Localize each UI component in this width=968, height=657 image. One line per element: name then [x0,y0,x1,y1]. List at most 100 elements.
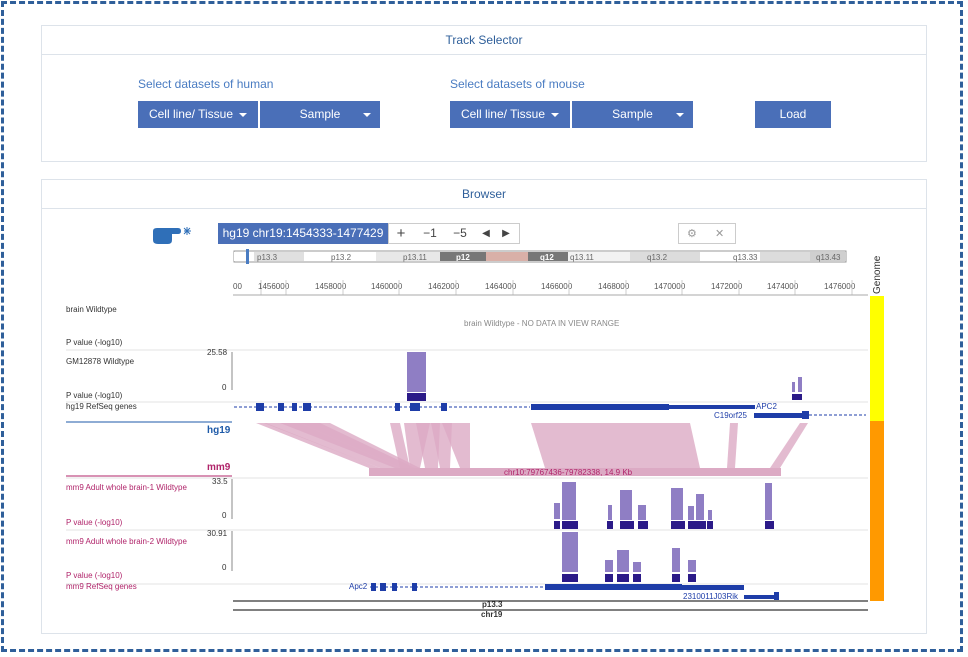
mm9-brain1-peak [608,505,612,520]
cytoband [568,252,630,261]
hg19-gene-exon [278,403,284,411]
zoom-in-button[interactable]: + [396,225,406,242]
browser-title: Browser [42,180,926,209]
zoom-out-1-button[interactable]: −1 [423,226,437,240]
hg19-gene-exon [256,403,264,411]
pvalue-label: P value (-log10) [66,391,123,400]
gene-2310011-body [744,595,778,599]
mm9-brain2-peak [617,550,629,572]
mm9-brain1-peak [562,482,576,520]
ruler-tick-label: 1456000 [258,282,290,291]
caret-down-icon [551,112,560,117]
no-data-label: brain Wildtype - NO DATA IN VIEW RANGE [464,319,620,328]
cytoband [700,252,760,261]
mouse-sample-dropdown[interactable]: Sample [572,101,693,128]
cytoband [254,252,304,261]
mm9-brain1-peak [688,506,694,520]
hg19-refseq-label: hg19 RefSeq genes [66,402,137,411]
ruler-tick-label: 1474000 [767,282,799,291]
cytoband-label: p13.3 [257,253,278,262]
mm9-brain2-label: mm9 Adult whole brain-2 Wildtype [66,537,187,546]
mm9-brain1-peak-base [707,521,713,529]
mm9-refseq-label: mm9 RefSeq genes [66,582,137,591]
mm9-brain1-peak-base [638,521,648,529]
mm9-gene-exon [371,583,376,591]
hg19-gene-exon [441,403,447,411]
mm9-b1-max-label: 33.5 [212,477,228,486]
mouse-datasets-label: Select datasets of mouse [450,77,585,91]
hg19-gene-exon [395,403,400,411]
mm9-brain2-peak-base [633,574,641,582]
mm9-brain1-peak-base [620,521,634,529]
close-icon[interactable]: ✕ [715,228,725,240]
mm9-gene-exon [380,583,386,591]
cytoband [528,252,568,261]
pvalue-label: P value (-log10) [66,571,123,580]
load-button[interactable]: Load [755,101,831,128]
mouse-cell-dropdown[interactable]: Cell line/ Tissue [450,101,570,128]
gm12878-peak-base [407,393,426,401]
hg19-gene-exon [292,403,297,411]
mm9-brain1-peak [765,483,772,520]
gear-icon[interactable]: ⚙ [687,228,697,240]
human-sample-dropdown[interactable]: Sample [260,101,380,128]
cytoband-label: q12 [540,253,554,262]
brain-wildtype-label: brain Wildtype [66,305,117,314]
coordinate-input[interactable]: hg19 chr19:1454333-1477429 [218,223,388,244]
chr19-label: chr19 [481,610,503,619]
gm12878-peak [407,352,426,392]
mm9-brain2-peak [562,532,578,572]
zoom-out-5-button[interactable]: −5 [453,226,467,240]
mm9-b1-zero-label: 0 [222,511,227,520]
mm9-brain1-peak [696,494,704,520]
mm9-brain1-peak [671,488,683,520]
mouse-sample-label: Sample [612,107,653,121]
mm9-brain2-peak [688,560,696,572]
mm9-brain1-peak [708,510,712,520]
pan-left-button[interactable]: ◀ [482,228,490,239]
ruler-tick-label: 1472000 [711,282,743,291]
mm9-brain2-peak-base [605,574,613,582]
ruler-tick-label: 00 [233,282,242,291]
human-datasets-label: Select datasets of human [138,77,274,91]
pan-right-button[interactable]: ▶ [502,228,510,239]
genome-label: Genome [872,255,883,294]
gm12878-label: GM12878 Wildtype [66,357,135,366]
hand-pointer-icon[interactable] [150,224,194,246]
synteny-ribbon [300,423,420,468]
mm9-brain2-peak [633,562,641,572]
cytoband-label: q13.33 [733,253,758,262]
mm9-brain1-label: mm9 Adult whole brain-1 Wildtype [66,483,187,492]
synteny-ribbon [390,423,410,468]
human-sample-label: Sample [299,107,341,121]
mm9-brain1-peak-base [688,521,696,529]
ruler-tick-label: 1464000 [485,282,517,291]
human-cell-label: Cell line/ Tissue [148,107,234,121]
mm9-brain2-peak-base [617,574,629,582]
hg19-gene-exon [531,404,669,410]
mm9-brain2-peak [605,560,613,572]
mm9-brain2-peak-base [562,574,578,582]
cytoband [486,252,528,261]
caret-down-icon [363,113,371,117]
mm9-brain1-peak-base [765,521,774,529]
ruler-tick-label: 1458000 [315,282,347,291]
cytoband [440,252,486,261]
human-genome-bar [870,296,884,421]
mm9-gene-exon [545,584,682,590]
hg19-gene-exon [410,403,420,411]
human-cell-dropdown[interactable]: Cell line/ Tissue [138,101,258,128]
mouse-genome-bar [870,421,884,601]
mm9-gene-exon [412,583,417,591]
ideogram-view-marker [246,249,249,264]
mouse-cell-label: Cell line/ Tissue [460,107,546,121]
mm9-brain1-peak-base [607,521,613,529]
hg19-gene-exon [303,403,311,411]
ruler-tick-label: 1460000 [371,282,403,291]
synteny-ribbon [264,423,400,468]
ruler-tick-label: 1468000 [598,282,630,291]
mm9-brain1-peak [620,490,632,520]
nav-controls [388,223,520,244]
